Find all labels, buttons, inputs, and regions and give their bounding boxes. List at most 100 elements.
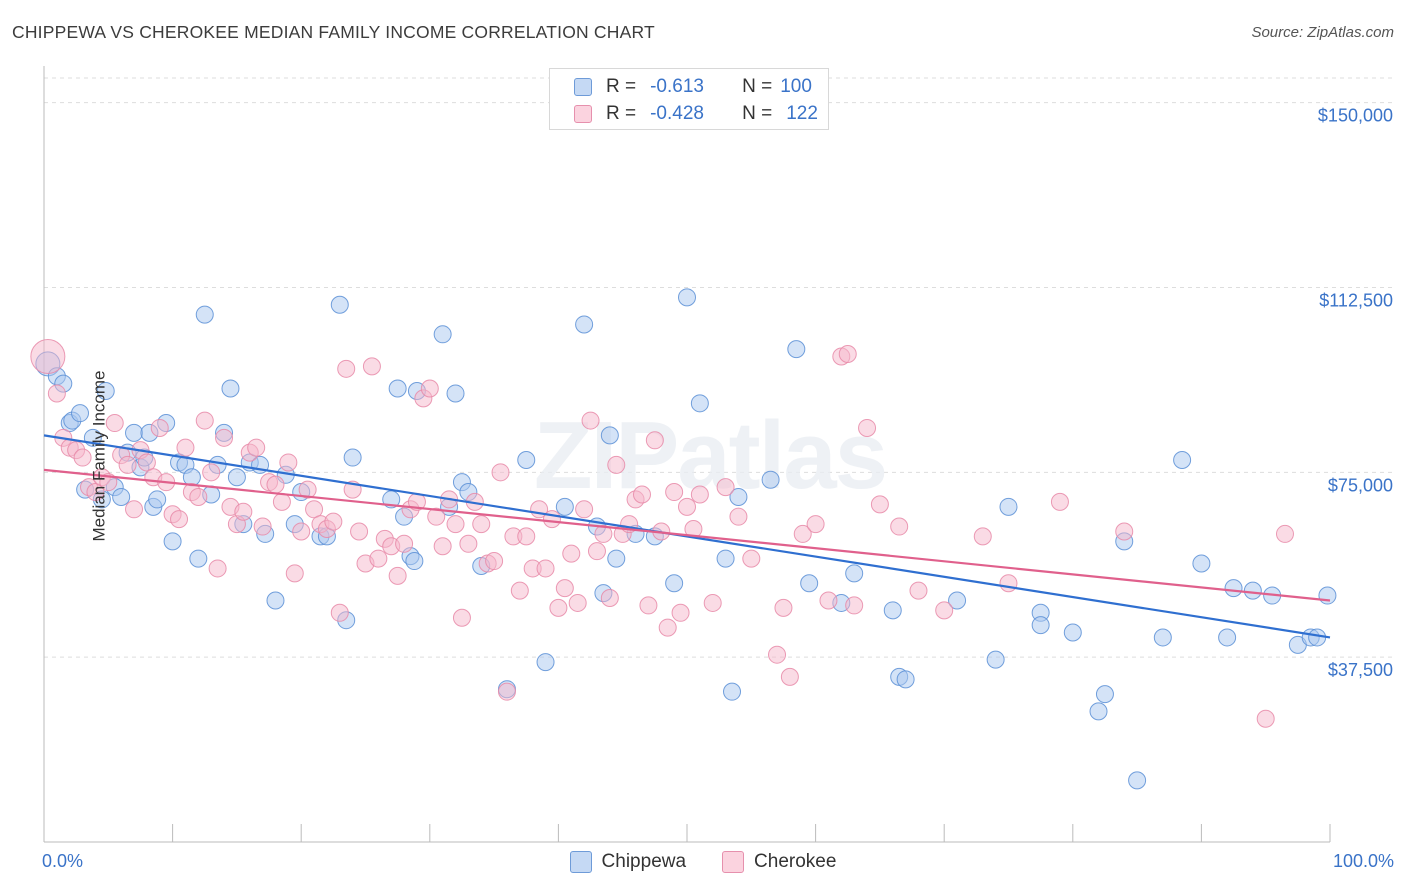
cherokee-point [555,579,574,598]
cherokee-point [285,564,304,583]
cherokee-point [234,502,253,521]
y-tick-label: $37,500 [1328,660,1393,680]
series-legend: Chippewa Cherokee [0,851,1406,873]
chippewa-point [1218,628,1237,647]
chippewa-point [665,574,684,593]
chippewa-point [555,497,574,516]
y-axis-label: Median Family Income [89,370,109,542]
cherokee-point [279,453,298,472]
data-points [30,288,1337,790]
x-tick-label-max: 100.0% [1332,851,1394,871]
cherokee-point [607,455,626,474]
cherokee-point [845,596,864,615]
x-tick-label-min: 0.0% [42,851,84,871]
cherokee-point [298,480,317,499]
cherokee-point [858,418,877,437]
chippewa-point [883,601,902,620]
chippewa-point [948,591,967,610]
chippewa-point [986,650,1005,669]
cherokee-point [73,448,92,467]
cherokee-point [292,522,311,541]
cherokee-point [433,537,452,556]
chippewa-point [999,497,1018,516]
cherokee-point [671,603,690,622]
cherokee-legend-swatch [722,851,745,873]
cherokee-point [890,517,909,536]
cherokee-point [935,601,954,620]
cherokee-point [170,510,189,529]
legend-row-chippewa: R = -0.613 N = 100 [574,74,812,100]
legend-item-chippewa: Chippewa [569,851,687,873]
cherokee-point [485,552,504,571]
cherokee-point [575,500,594,519]
n-label: N = [742,103,773,124]
chippewa-point [163,532,182,551]
chippewa-point [330,295,349,314]
cherokee-point [793,524,812,543]
n-label: N = [742,76,773,97]
chippewa-point [227,468,246,487]
chippewa-point [125,423,144,442]
chippewa-point [446,384,465,403]
chippewa-swatch [574,78,592,96]
y-tick-label: $112,500 [1319,290,1393,310]
cherokee-point [215,428,234,447]
y-tick-label: $150,000 [1318,106,1393,126]
cherokee-point [562,544,581,563]
cherokee-point [176,438,195,457]
cherokee-point [909,581,928,600]
cherokee-point [337,359,356,378]
chippewa-point [845,564,864,583]
cherokee-point [581,411,600,430]
r-value: -0.428 [650,103,704,124]
chippewa-point [195,305,214,324]
source-label: Source: ZipAtlas.com [1251,24,1394,41]
cherokee-point [324,512,343,531]
legend-label: Chippewa [601,851,687,872]
chippewa-point [690,394,709,413]
cherokee-point [202,463,221,482]
cherokee-point [517,527,536,546]
cherokee-point [1050,492,1069,511]
cherokee-point [819,591,838,610]
cherokee-point [452,608,471,627]
chippewa-point [1224,579,1243,598]
cherokee-point [729,507,748,526]
cherokee-point [247,438,266,457]
cherokee-point [195,411,214,430]
cherokee-point [716,478,735,497]
cherokee-point [427,507,446,526]
stats-legend: R = -0.613 N = 100 R = -0.428 N = 122 [549,68,829,130]
chippewa-point [517,451,536,469]
cherokee-point [118,455,137,474]
cherokee-point [362,357,381,376]
chippewa-point [1153,628,1172,647]
chippewa-point [716,549,735,568]
cherokee-point [703,593,722,612]
cherokee-point [1256,709,1275,728]
trend-lines [43,434,1331,639]
cherokee-point [1275,524,1294,543]
cherokee-point [600,589,619,608]
chippewa-point [112,487,131,506]
cherokee-point [645,431,664,450]
cherokee-point [369,549,388,568]
chippewa-point [723,682,742,701]
chippewa-point [433,325,452,344]
r-value: -0.613 [650,76,704,97]
chippewa-point [388,379,407,398]
chippewa-point [1173,451,1192,469]
cherokee-point [30,338,66,374]
chippewa-point [1031,616,1050,635]
cherokee-point [208,559,227,578]
chippewa-point [1063,623,1082,642]
chippewa-point [729,487,748,506]
cherokee-point [658,618,677,637]
cherokee-point [549,598,568,617]
chippewa-point [343,448,362,467]
cherokee-point [568,593,587,612]
cherokee-point [459,534,478,553]
cherokee-point [388,566,407,585]
y-tick-labels: $37,500 $75,000 $112,500 $150,000 [1318,106,1393,681]
